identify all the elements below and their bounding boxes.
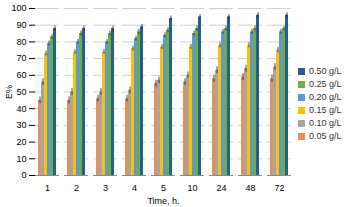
svg-text:2: 2: [74, 183, 79, 193]
html-text:0.25 g/L: 0.25 g/L: [309, 79, 342, 89]
svg-text:Time, h.: Time, h.: [147, 196, 179, 206]
svg-text:3: 3: [103, 183, 108, 193]
svg-text:10: 10: [187, 183, 197, 193]
svg-text:90: 90: [16, 20, 26, 30]
html-text:0.10 g/L: 0.10 g/L: [309, 118, 342, 128]
svg-text:72: 72: [274, 183, 284, 193]
svg-text:20: 20: [16, 137, 26, 147]
svg-text:48: 48: [245, 183, 255, 193]
svg-text:5: 5: [161, 183, 166, 193]
svg-text:E%: E%: [4, 85, 14, 99]
svg-text:1: 1: [45, 183, 50, 193]
svg-text:10: 10: [16, 154, 26, 164]
svg-text:100: 100: [11, 3, 26, 13]
svg-text:60: 60: [16, 70, 26, 80]
svg-text:24: 24: [216, 183, 226, 193]
svg-text:40: 40: [16, 104, 26, 114]
svg-text:0: 0: [21, 170, 26, 180]
html-text:0.15 g/L: 0.15 g/L: [309, 105, 342, 115]
svg-text:4: 4: [132, 183, 137, 193]
html-text:0.50 g/L: 0.50 g/L: [309, 66, 342, 76]
svg-text:50: 50: [16, 87, 26, 97]
svg-text:70: 70: [16, 53, 26, 63]
html-text:0.05 g/L: 0.05 g/L: [309, 131, 342, 141]
html-text:0.20 g/L: 0.20 g/L: [309, 92, 342, 102]
svg-text:30: 30: [16, 120, 26, 130]
svg-text:80: 80: [16, 37, 26, 47]
